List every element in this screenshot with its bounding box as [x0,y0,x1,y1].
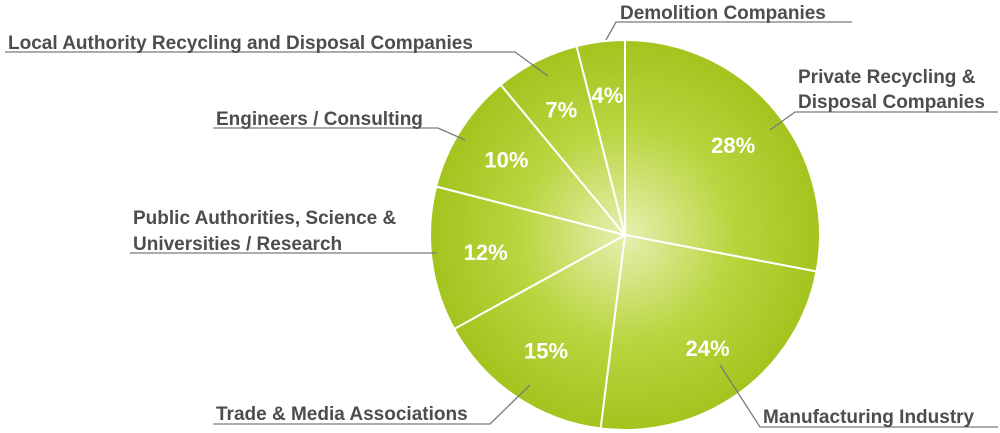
pie-slice-engineers-consulting [434,83,628,237]
leader-lines [5,21,998,428]
label-local-authority: Local Authority Recycling and Disposal C… [8,33,473,54]
category-labels: Demolition Companies Local Authority Rec… [8,3,985,428]
pie-slice-manufacturing-industry [599,233,818,431]
pie-slice-private-recycling-disposal-companies [624,38,821,273]
value-label-trade-media-associations: 15% [524,339,568,364]
pie-slice-trade-media-associations [452,233,627,430]
leader-line-manufacturing [719,364,998,428]
value-label-demolition-companies: 4% [592,83,624,108]
label-private-line2: Disposal Companies [798,92,985,113]
value-label-local-authority-recycling-and-disposal-companies: 7% [545,97,577,122]
leader-line-demolition [605,21,852,41]
leader-line-engineers [213,127,466,141]
label-engineers: Engineers / Consulting [216,109,423,130]
label-trade: Trade & Media Associations [216,404,468,425]
value-label-private-recycling-disposal-companies: 28% [711,133,755,158]
leader-line-trade [213,384,531,425]
label-public-line1: Public Authorities, Science & [133,208,397,229]
pie-slice-public-authorities-science-universities-research [429,185,628,331]
pie-slice-demolition-companies [575,38,626,236]
percentage-labels: 28% 24% 15% 12% 10% 7% 4% [464,83,756,363]
value-label-engineers-consulting: 10% [484,147,528,172]
label-manufacturing: Manufacturing Industry [763,407,975,428]
label-private-line1: Private Recycling & [798,67,976,88]
leader-line-local [5,51,549,77]
label-public-line2: Universities / Research [133,234,342,255]
pie-slices [429,38,821,431]
leader-line-private [769,111,998,131]
value-label-public-authorities-science-universities-research: 12% [464,240,508,265]
label-demolition: Demolition Companies [620,3,826,24]
value-label-manufacturing-industry: 24% [686,336,730,361]
